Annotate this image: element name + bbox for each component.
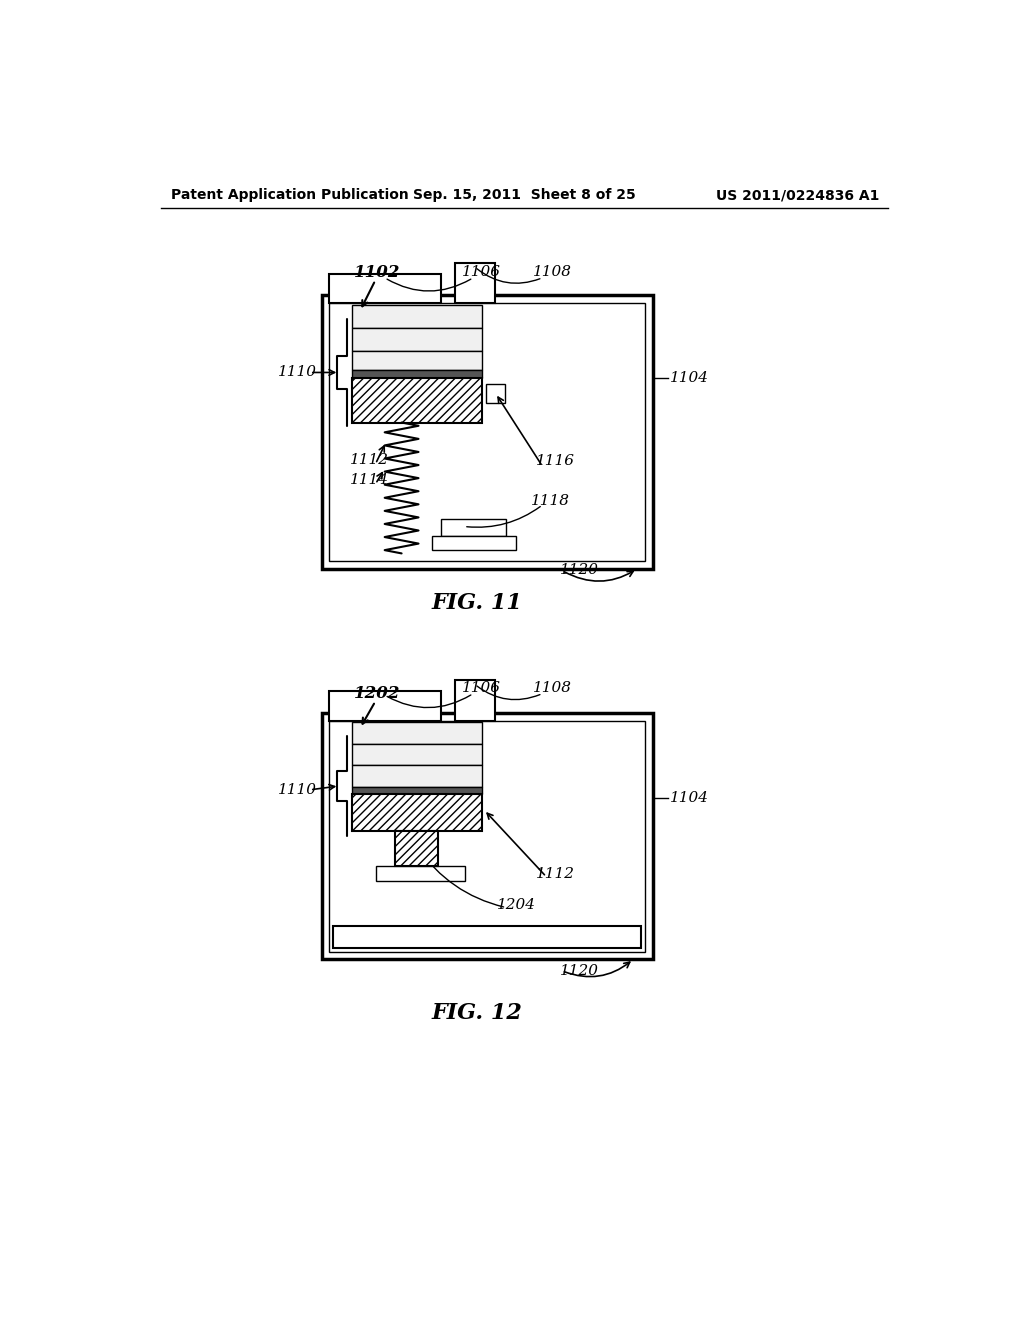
Bar — [352, 795, 481, 832]
Bar — [330, 275, 441, 304]
Text: 1114: 1114 — [350, 474, 389, 487]
Bar — [352, 766, 481, 787]
Text: 1102: 1102 — [354, 264, 400, 281]
Bar — [322, 296, 652, 569]
Bar — [441, 519, 506, 536]
Text: FIG. 11: FIG. 11 — [432, 593, 522, 615]
Text: 1108: 1108 — [534, 681, 572, 696]
Text: Sep. 15, 2011  Sheet 8 of 25: Sep. 15, 2011 Sheet 8 of 25 — [414, 189, 636, 202]
Text: 1112: 1112 — [350, 453, 389, 467]
Bar — [455, 263, 495, 304]
Text: 1106: 1106 — [462, 681, 501, 696]
Bar — [352, 327, 481, 351]
Bar — [333, 927, 641, 948]
Text: 1104: 1104 — [670, 791, 709, 804]
Text: 1104: 1104 — [670, 371, 709, 385]
Bar — [322, 713, 652, 960]
Bar — [395, 832, 438, 866]
Bar — [352, 370, 481, 378]
Bar — [352, 722, 481, 743]
Text: FIG. 12: FIG. 12 — [432, 1002, 522, 1024]
Bar — [455, 681, 495, 721]
Text: 1202: 1202 — [354, 685, 400, 702]
Text: 1112: 1112 — [537, 867, 575, 882]
Text: 1120: 1120 — [560, 564, 599, 577]
Text: 1118: 1118 — [531, 494, 570, 508]
Bar — [330, 304, 645, 561]
Bar — [352, 305, 481, 327]
Bar — [352, 743, 481, 766]
Bar — [352, 787, 481, 795]
Bar — [376, 866, 465, 882]
Text: 1120: 1120 — [560, 964, 599, 978]
Text: 1110: 1110 — [279, 366, 317, 379]
Bar — [352, 378, 481, 422]
Text: 1204: 1204 — [497, 899, 537, 912]
Bar — [330, 692, 441, 721]
Text: 1110: 1110 — [279, 783, 317, 797]
Text: Patent Application Publication: Patent Application Publication — [171, 189, 409, 202]
Text: 1116: 1116 — [537, 454, 575, 469]
Bar — [486, 384, 505, 404]
Text: 1106: 1106 — [462, 265, 501, 280]
Bar — [330, 721, 645, 952]
Bar — [352, 351, 481, 370]
Text: 1108: 1108 — [534, 265, 572, 280]
Text: US 2011/0224836 A1: US 2011/0224836 A1 — [716, 189, 879, 202]
Bar — [432, 536, 516, 549]
